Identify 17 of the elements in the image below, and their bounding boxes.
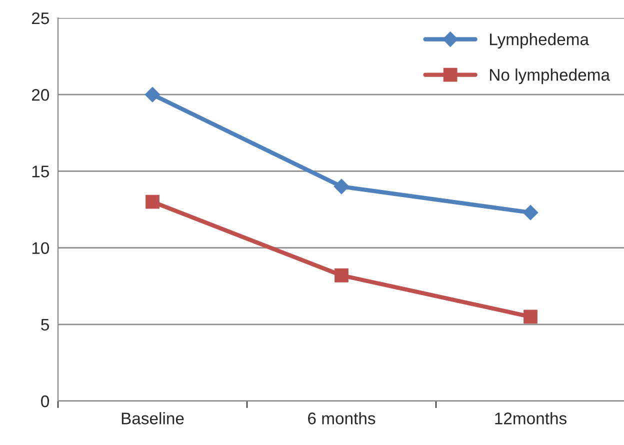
y-tick-label: 15: [32, 166, 49, 178]
y-tick-label: 5: [41, 318, 49, 331]
point: [334, 178, 350, 194]
point: [522, 204, 538, 220]
point: [144, 87, 160, 102]
y-tick-label: 10: [32, 242, 50, 254]
point: [146, 194, 160, 209]
point: [334, 268, 348, 282]
legend-label: Lymphedema: [490, 33, 590, 49]
legend-label: No lymphedema: [490, 68, 610, 84]
y-tick-label: 0: [41, 395, 50, 408]
x-tick-label: 6 months: [308, 412, 376, 424]
y-tick-label: 20: [32, 89, 50, 101]
x-tick-label: Baseline: [122, 412, 184, 424]
y-tick-label: 25: [32, 12, 49, 24]
point: [524, 310, 538, 324]
x-tick-label: 12months: [495, 412, 566, 424]
